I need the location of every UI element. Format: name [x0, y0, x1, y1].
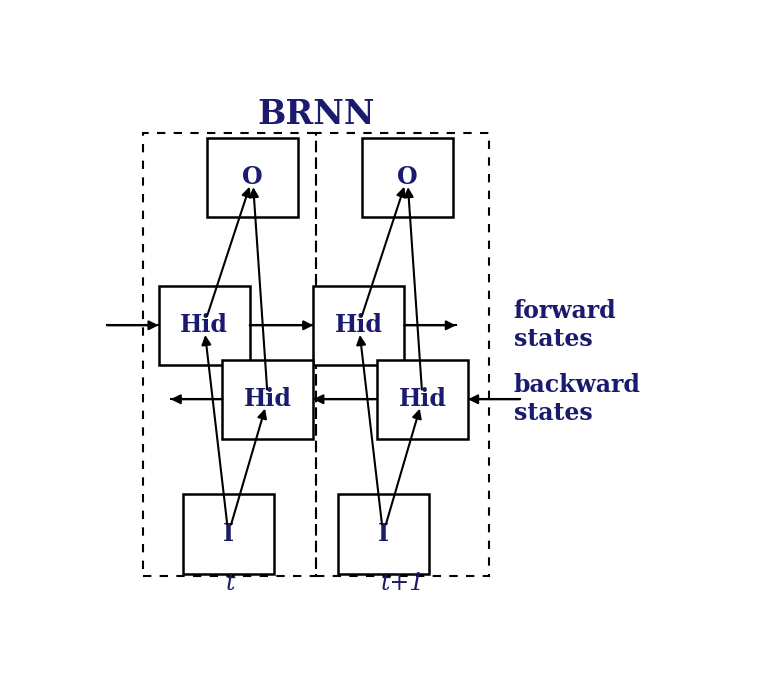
Text: t: t — [226, 571, 235, 595]
Text: Hid: Hid — [335, 314, 383, 338]
Bar — [316, 132, 489, 576]
Bar — [143, 132, 316, 576]
Text: O: O — [397, 165, 417, 189]
Text: Hid: Hid — [180, 314, 228, 338]
Bar — [183, 495, 274, 573]
Bar — [313, 285, 404, 365]
Bar — [362, 138, 453, 217]
Bar — [222, 359, 313, 439]
Text: t+1: t+1 — [381, 571, 425, 595]
Bar — [158, 285, 250, 365]
Bar — [207, 138, 298, 217]
Bar — [337, 495, 428, 573]
Text: backward
states: backward states — [514, 373, 640, 425]
Text: Hid: Hid — [399, 388, 446, 411]
Text: forward
states: forward states — [514, 299, 616, 351]
Text: I: I — [223, 522, 234, 546]
Text: Hid: Hid — [244, 388, 292, 411]
Bar — [377, 359, 468, 439]
Text: O: O — [242, 165, 263, 189]
Text: BRNN: BRNN — [258, 98, 375, 131]
Text: I: I — [377, 522, 388, 546]
